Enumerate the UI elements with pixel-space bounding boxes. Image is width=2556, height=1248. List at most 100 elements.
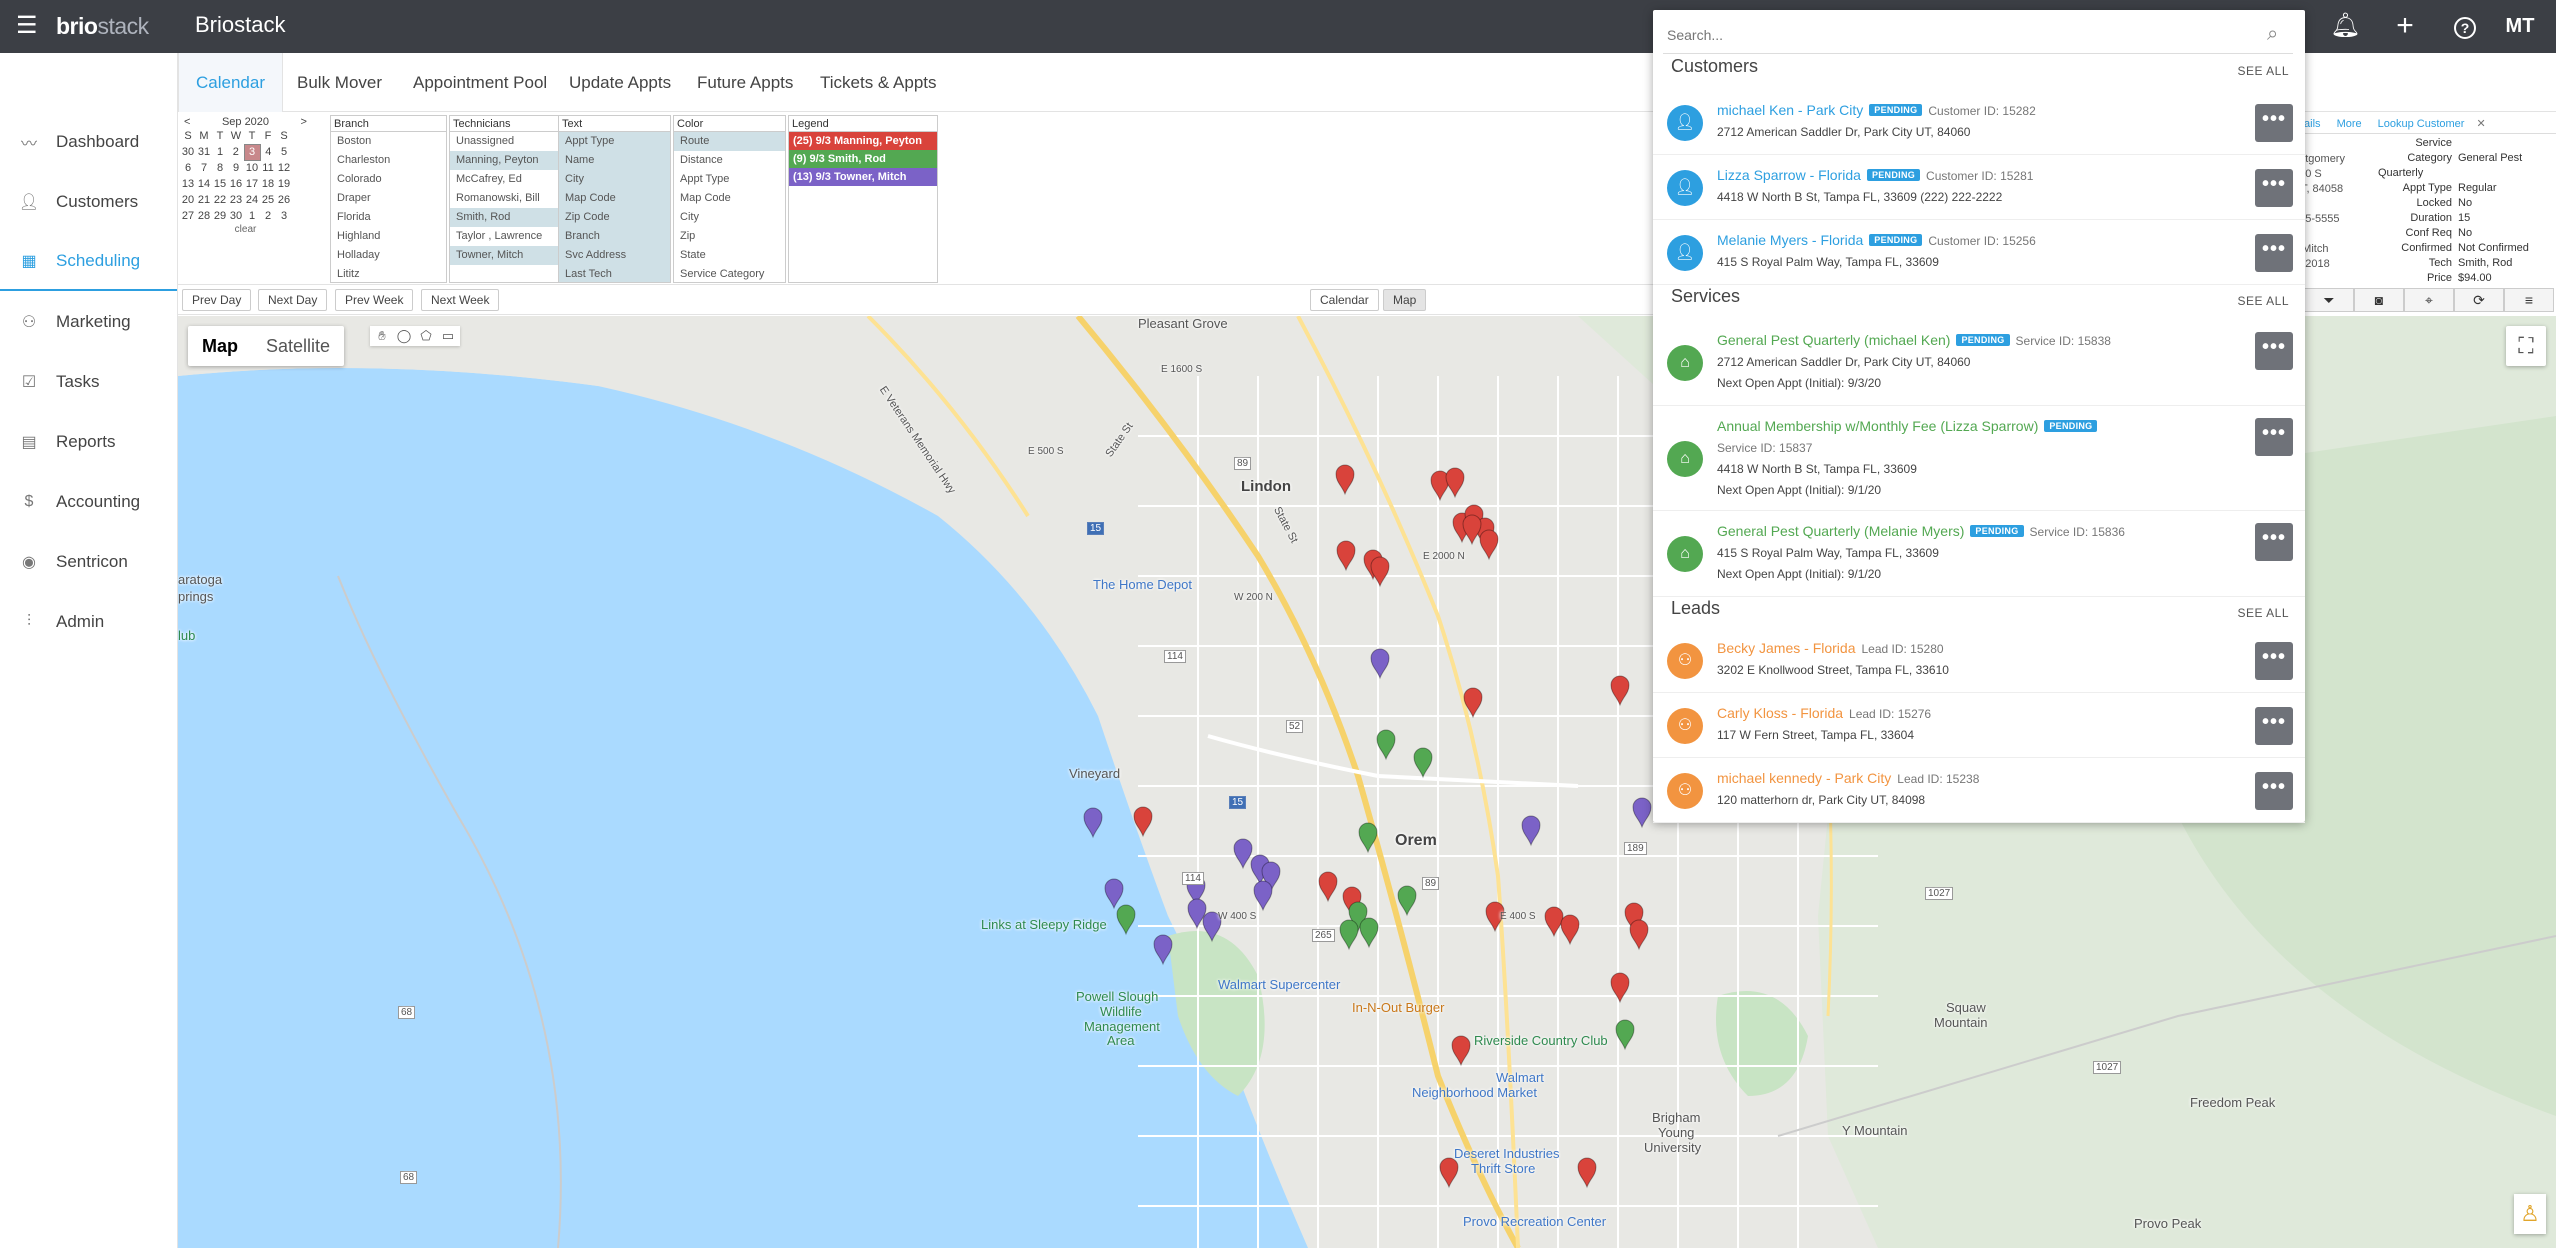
route-pin-towner[interactable] bbox=[1153, 934, 1173, 966]
map-type-map-button[interactable]: Map bbox=[202, 336, 238, 356]
calendar-day[interactable]: 29 bbox=[213, 210, 227, 222]
technicians-option[interactable]: McCafrey, Ed bbox=[456, 173, 522, 185]
user-initials[interactable]: MT bbox=[2505, 15, 2535, 37]
color-list[interactable]: Route Distance Appt Type Map Code City Zip Sta… bbox=[674, 132, 785, 282]
next-month-button[interactable]: > bbox=[300, 116, 307, 128]
sidebar-item-accounting[interactable]: $ Accounting bbox=[0, 473, 177, 531]
rectangle-icon[interactable]: ▭ bbox=[441, 328, 455, 343]
calendar-day[interactable]: 23 bbox=[229, 194, 243, 206]
route-pin-smith[interactable] bbox=[1358, 822, 1378, 854]
color-option[interactable]: City bbox=[680, 211, 699, 223]
customers-result[interactable]: 👤︎ michael Ken - Park City PENDING Customer… bbox=[1653, 90, 2305, 155]
calendar-day[interactable]: 30 bbox=[181, 146, 195, 158]
tab-appointment-pool[interactable]: Appointment Pool bbox=[413, 73, 548, 92]
calendar-day[interactable]: 14 bbox=[197, 178, 211, 190]
sidebar-item-tasks[interactable]: ☑ Tasks bbox=[0, 353, 177, 411]
color-option[interactable]: Zip bbox=[680, 230, 696, 242]
tab-lookup-customer[interactable]: Lookup Customer bbox=[2377, 118, 2465, 130]
route-pin-manning[interactable] bbox=[1610, 675, 1630, 707]
technicians-option[interactable]: Smith, Rod bbox=[450, 208, 563, 227]
route-pin-manning[interactable] bbox=[1318, 871, 1338, 903]
more-options-button[interactable]: ••• bbox=[2255, 523, 2293, 561]
result-name[interactable]: michael Ken - Park City bbox=[1717, 102, 1864, 118]
tab-more[interactable]: More bbox=[2336, 118, 2362, 130]
color-option[interactable]: Map Code bbox=[680, 192, 731, 204]
route-pin-manning[interactable] bbox=[1485, 901, 1505, 933]
text-option[interactable]: Appt Type bbox=[559, 132, 670, 151]
color-filter[interactable]: Color Route Distance Appt Type Map Code City… bbox=[673, 115, 786, 283]
calendar-day[interactable]: 11 bbox=[262, 162, 274, 174]
calendar-day[interactable]: 2 bbox=[232, 146, 239, 158]
calendar-day[interactable]: 16 bbox=[229, 178, 243, 190]
branch-list[interactable]: Boston Charleston Colorado Draper Florida Hig… bbox=[331, 132, 446, 282]
bell-icon[interactable]: 🔔︎ bbox=[2330, 12, 2361, 39]
calendar-day[interactable]: 8 bbox=[216, 162, 224, 174]
tab-future-appts[interactable]: Future Appts bbox=[697, 73, 794, 92]
technicians-filter[interactable]: Technicians Unassigned Manning, Peyton McC… bbox=[449, 115, 564, 283]
color-option[interactable]: Appt Type bbox=[680, 173, 730, 185]
help-icon[interactable]: ? bbox=[2450, 11, 2480, 41]
route-pin-manning[interactable] bbox=[1462, 514, 1482, 546]
calendar-day[interactable]: 15 bbox=[213, 178, 227, 190]
branch-option[interactable]: Draper bbox=[337, 192, 371, 204]
calendar-day[interactable]: 28 bbox=[197, 210, 211, 222]
route-pin-manning[interactable] bbox=[1370, 556, 1390, 588]
polygon-icon[interactable]: ⬠ bbox=[420, 328, 432, 343]
result-name[interactable]: Becky James - Florida bbox=[1717, 640, 1856, 656]
branch-option[interactable]: Florida bbox=[337, 211, 371, 223]
technicians-option[interactable]: Manning, Peyton bbox=[450, 151, 563, 170]
route-pin-manning[interactable] bbox=[1335, 464, 1355, 496]
result-name[interactable]: Lizza Sparrow - Florida bbox=[1717, 167, 1861, 183]
sidebar-item-admin[interactable]: ⫶ Admin bbox=[0, 593, 177, 651]
branch-option[interactable]: Boston bbox=[337, 135, 372, 147]
color-option[interactable]: Service Category bbox=[680, 268, 765, 280]
result-name[interactable]: Carly Kloss - Florida bbox=[1717, 705, 1844, 721]
more-options-button[interactable]: ••• bbox=[2255, 233, 2293, 272]
route-pin-towner[interactable] bbox=[1202, 911, 1222, 943]
more-options-button[interactable]: ••• bbox=[2255, 418, 2293, 456]
route-pin-manning[interactable] bbox=[1451, 1035, 1471, 1067]
route-pin-towner[interactable] bbox=[1083, 807, 1103, 839]
text-option[interactable]: City bbox=[559, 170, 670, 189]
more-options-button[interactable]: ••• bbox=[2255, 771, 2293, 810]
route-pin-smith[interactable] bbox=[1116, 904, 1136, 936]
text-list[interactable]: Appt Type Name City Map Code Zip Code Branch S… bbox=[559, 132, 670, 282]
text-option[interactable]: Name bbox=[559, 151, 670, 170]
route-pin-manning[interactable] bbox=[1336, 540, 1356, 572]
more-options-button[interactable]: ••• bbox=[2255, 706, 2293, 745]
route-pin-manning[interactable] bbox=[1479, 529, 1499, 561]
calendar-day[interactable]: 2 bbox=[264, 210, 272, 222]
route-pin-manning[interactable] bbox=[1430, 470, 1450, 502]
route-pin-manning[interactable] bbox=[1133, 806, 1153, 838]
technicians-option[interactable]: Unassigned bbox=[456, 135, 515, 147]
route-pin-towner[interactable] bbox=[1233, 838, 1253, 870]
customers-see-all-link[interactable]: SEE ALL bbox=[2237, 64, 2289, 78]
calendar-day[interactable]: 3 bbox=[243, 143, 261, 161]
close-icon[interactable]: ✕ bbox=[2476, 118, 2486, 130]
calendar-day[interactable]: 17 bbox=[245, 178, 259, 190]
result-name[interactable]: Annual Membership w/Monthly Fee (Lizza S… bbox=[1717, 418, 2039, 434]
text-option[interactable]: Map Code bbox=[559, 189, 670, 208]
calendar-day[interactable]: 5 bbox=[280, 146, 288, 158]
prev-week-button[interactable]: Prev Week bbox=[335, 289, 414, 311]
result-name[interactable]: General Pest Quarterly (Melanie Myers) bbox=[1717, 523, 1965, 539]
leads-see-all-link[interactable]: SEE ALL bbox=[2237, 606, 2289, 620]
sidebar-item-marketing[interactable]: ⚇ Marketing bbox=[0, 293, 177, 351]
route-pin-towner[interactable] bbox=[1253, 880, 1273, 912]
calendar-day[interactable]: 12 bbox=[277, 162, 291, 174]
sidebar-item-reports[interactable]: ▤ Reports bbox=[0, 413, 177, 471]
sidebar-item-dashboard[interactable]: 〰 Dashboard bbox=[0, 113, 177, 171]
color-option[interactable]: Route bbox=[674, 132, 785, 151]
route-pin-manning[interactable] bbox=[1629, 919, 1649, 951]
route-pin-manning[interactable] bbox=[1439, 1157, 1459, 1189]
plus-icon[interactable]: + bbox=[2396, 9, 2414, 42]
technicians-option[interactable]: Romanowski, Bill bbox=[456, 192, 540, 204]
route-pin-manning[interactable] bbox=[1463, 687, 1483, 719]
route-pin-smith[interactable] bbox=[1376, 729, 1396, 761]
route-pin-manning[interactable] bbox=[1445, 467, 1465, 499]
more-options-button[interactable]: ••• bbox=[2255, 168, 2293, 207]
branch-option[interactable]: Colorado bbox=[337, 173, 382, 185]
clear-date-link[interactable]: clear bbox=[234, 224, 257, 235]
calendar-day[interactable]: 13 bbox=[181, 178, 195, 190]
calendar-day[interactable]: 24 bbox=[245, 194, 259, 206]
